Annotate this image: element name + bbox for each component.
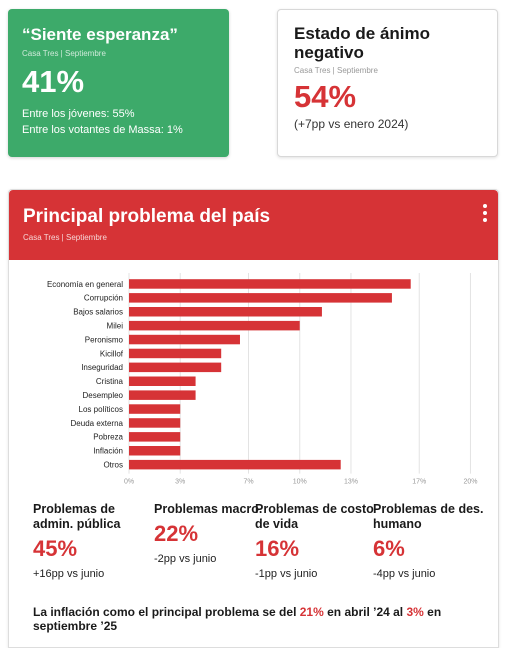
bar: [129, 348, 222, 359]
mood-title: Estado de ánimo negativo: [294, 24, 431, 62]
bar: [129, 362, 222, 373]
stat-desarrollo-humano: Problemas de des. humano 6% -4pp vs juni…: [373, 502, 493, 580]
bar: [129, 390, 196, 400]
category-label: Cristina: [96, 377, 124, 386]
bar: [129, 418, 181, 428]
hope-title: “Siente esperanza”: [22, 25, 178, 44]
category-label: Los políticos: [79, 405, 123, 414]
stat-label: Problemas de des. humano: [373, 502, 484, 531]
bar: [129, 279, 411, 289]
inflation-september-value: 3%: [406, 605, 424, 619]
problems-bar-chart: 0% 3% 7% 10% 13% 17% 20% Economía en general Cor…: [47, 273, 477, 486]
inflation-april-value: 21%: [299, 605, 324, 619]
stat-percent: 22%: [154, 521, 199, 546]
bar: [129, 307, 322, 317]
category-label: Otros: [103, 460, 123, 469]
stat-admin-publica: Problemas de admin. pública 45% +16pp vs…: [33, 502, 153, 580]
category-label: Bajos salarios: [73, 308, 123, 317]
stat-delta: -2pp vs junio: [154, 553, 217, 565]
mood-card: Estado de ánimo negativo Casa Tres | Sep…: [277, 9, 498, 157]
category-label: Deuda externa: [71, 419, 124, 428]
inflation-note-text: en septiembre ’25: [33, 605, 442, 633]
hope-youth-line: Entre los jóvenes: 55%: [22, 108, 135, 120]
stat-label: Problemas macro.: [154, 502, 263, 516]
x-tick-label: 10%: [293, 479, 307, 486]
stat-percent: 45%: [33, 536, 78, 561]
category-label: Corrupción: [84, 294, 123, 303]
bar: [129, 334, 240, 345]
stat-delta: -1pp vs junio: [255, 568, 318, 580]
mood-source: Casa Tres | Septiembre: [294, 66, 378, 75]
category-label: Peronismo: [85, 335, 124, 344]
x-tick-label: 13%: [344, 479, 358, 486]
problems-panel: Principal problema del país Casa Tres | …: [8, 189, 499, 648]
panel-header: Principal problema del país Casa Tres | …: [9, 190, 498, 260]
x-tick-label: 0%: [124, 479, 134, 486]
stat-delta: -4pp vs junio: [373, 568, 436, 580]
stat-costo-de-vida: Problemas de costo de vida 16% -1pp vs j…: [255, 502, 375, 580]
stat-macro: Problemas macro. 22% -2pp vs junio: [154, 502, 274, 565]
category-label: Inflación: [93, 447, 123, 456]
category-label: Kicillof: [100, 349, 124, 358]
stat-percent: 16%: [255, 536, 300, 561]
bar: [129, 432, 181, 442]
bar: [129, 446, 181, 456]
category-label: Inseguridad: [81, 363, 123, 372]
x-tick-label: 20%: [463, 479, 477, 486]
inflation-note-text: en abril ’24 al: [323, 605, 407, 619]
bar: [129, 404, 181, 414]
inflation-note: La inflación como el principal problema …: [33, 605, 483, 633]
stat-label: Problemas de costo de vida: [255, 502, 374, 531]
hope-card: “Siente esperanza” Casa Tres | Septiembr…: [8, 9, 229, 157]
category-label: Desempleo: [83, 391, 124, 400]
bar: [129, 320, 300, 331]
bar: [129, 293, 392, 303]
hope-massa-line: Entre los votantes de Massa: 1%: [22, 124, 183, 136]
hope-value: 41%: [22, 64, 85, 99]
x-tick-label: 7%: [243, 479, 253, 486]
panel-title: Principal problema del país: [23, 206, 271, 227]
more-options-icon[interactable]: [482, 204, 488, 224]
stat-percent: 6%: [373, 536, 405, 561]
mood-value: 54%: [294, 79, 357, 114]
bar: [129, 376, 196, 386]
x-tick-label: 17%: [412, 479, 426, 486]
panel-source: Casa Tres | Septiembre: [23, 233, 107, 242]
category-label: Milei: [107, 321, 124, 330]
category-label: Pobreza: [93, 433, 123, 442]
inflation-note-text: La inflación como el principal problema …: [33, 605, 300, 619]
x-tick-label: 3%: [175, 479, 185, 486]
stat-label: Problemas de admin. pública: [33, 502, 121, 531]
stat-delta: +16pp vs junio: [33, 568, 105, 580]
hope-source: Casa Tres | Septiembre: [22, 49, 106, 58]
mood-note: (+7pp vs enero 2024): [294, 117, 409, 131]
bar: [129, 459, 341, 470]
category-label: Economía en general: [47, 280, 123, 289]
